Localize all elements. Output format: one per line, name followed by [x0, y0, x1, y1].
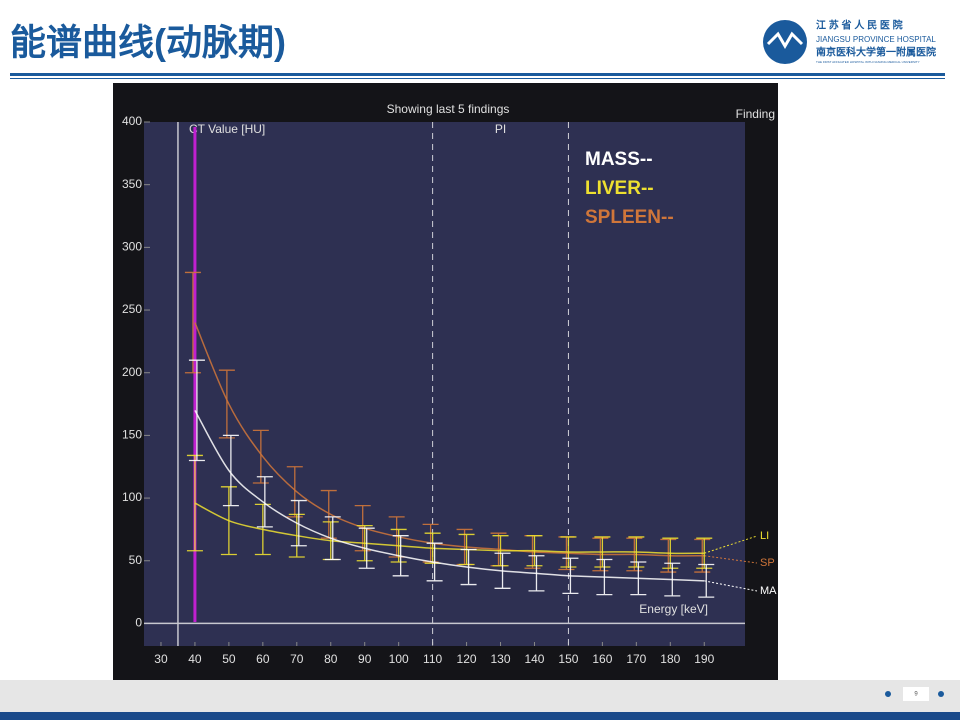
end-connector	[704, 580, 758, 592]
error-bar	[290, 499, 307, 547]
title-rule-thin	[10, 78, 945, 79]
error-bar	[356, 525, 373, 562]
error-bar	[288, 513, 305, 558]
y-axis-label: CT Value [HU]	[189, 122, 265, 136]
legend-entry: SPLEEN--	[585, 207, 674, 228]
error-bar	[494, 552, 511, 589]
legend-entry: LIVER--	[585, 178, 654, 199]
x-tick-label: 30	[154, 652, 168, 666]
y-tick-label: 250	[122, 302, 142, 316]
title-rule	[10, 73, 945, 76]
end-connector	[704, 555, 758, 564]
x-tick-label: 190	[694, 652, 714, 666]
x-tick-label: 170	[626, 652, 646, 666]
y-tick-label: 50	[129, 553, 143, 567]
y-tick-label: 300	[122, 240, 142, 254]
error-bar	[184, 271, 201, 374]
legend-entry: MASS--	[585, 149, 653, 170]
error-bar	[186, 454, 203, 552]
y-tick-label: 150	[122, 428, 142, 442]
error-bar	[222, 434, 239, 507]
y-tick-label: 0	[135, 616, 142, 630]
slide-title: 能谱曲线(动脉期)	[10, 22, 286, 63]
x-axis-label: Energy [keV]	[639, 602, 708, 616]
series-line	[194, 322, 705, 557]
y-tick-label: 400	[122, 114, 142, 128]
error-bar	[562, 557, 579, 594]
end-label: MA	[760, 585, 777, 597]
logo-mark	[766, 31, 804, 49]
error-bar	[526, 535, 543, 567]
region-label: PI	[495, 122, 506, 136]
logo-name-en: JIANGSU PROVINCE HOSPITAL	[816, 35, 936, 44]
x-tick-label: 50	[222, 652, 236, 666]
corner-label: Finding	[736, 107, 775, 121]
error-bar	[460, 548, 477, 586]
error-bar	[560, 536, 577, 568]
series-line	[194, 502, 705, 555]
page-number: 9	[914, 692, 918, 698]
chart: Showing last 5 findings Finding CT Value…	[113, 83, 778, 680]
x-tick-label: 40	[188, 652, 202, 666]
error-bar	[390, 528, 407, 563]
error-bar	[220, 486, 237, 556]
page-number-box	[903, 687, 929, 701]
error-bar	[358, 527, 375, 569]
footer-dot	[938, 691, 944, 697]
error-bar	[392, 535, 409, 577]
footer-dot	[885, 691, 891, 697]
error-bar	[528, 555, 545, 592]
error-bar	[660, 538, 677, 573]
error-bar	[188, 359, 205, 462]
error-bar	[664, 562, 681, 597]
error-bar	[218, 369, 235, 439]
end-label: SP	[760, 557, 775, 569]
x-tick-label: 100	[389, 652, 409, 666]
x-tick-label: 90	[358, 652, 372, 666]
error-bar	[492, 535, 509, 567]
logo-emblem	[763, 20, 807, 64]
chart-title: Showing last 5 findings	[387, 102, 510, 116]
error-bar	[256, 476, 273, 528]
error-bar	[426, 542, 443, 582]
logo-university: 南京医科大学第一附属医院	[816, 46, 936, 59]
error-bar	[286, 466, 303, 518]
error-bar	[252, 429, 269, 484]
x-tick-label: 120	[457, 652, 477, 666]
end-connector	[704, 535, 758, 554]
x-tick-label: 150	[558, 652, 578, 666]
x-tick-label: 70	[290, 652, 304, 666]
error-bar	[596, 558, 613, 596]
footer-band	[0, 680, 960, 712]
logo-name-cn: 江 苏 省 人 民 医 院	[816, 19, 903, 32]
error-bar	[630, 561, 647, 596]
error-bar	[694, 538, 711, 573]
x-tick-label: 140	[524, 652, 544, 666]
y-tick-label: 100	[122, 490, 142, 504]
error-bar	[594, 536, 611, 568]
x-tick-label: 110	[423, 652, 442, 666]
x-tick-label: 130	[491, 652, 511, 666]
y-tick-label: 350	[122, 177, 142, 191]
error-bar	[324, 516, 341, 561]
x-tick-label: 60	[256, 652, 270, 666]
x-tick-label: 180	[660, 652, 680, 666]
x-tick-label: 80	[324, 652, 338, 666]
error-bar	[626, 537, 643, 572]
x-tick-label: 160	[592, 652, 612, 666]
footer-bar	[0, 712, 960, 720]
y-tick-label: 200	[122, 365, 142, 379]
logo-small: THE FIRST AFFILIATED HOSPITAL WITH NANJI…	[816, 60, 920, 64]
end-label: LI	[760, 530, 769, 542]
plot-area	[144, 122, 745, 646]
error-bar	[254, 503, 271, 556]
series-line	[194, 409, 705, 582]
error-bar	[592, 537, 609, 572]
error-bar	[696, 537, 713, 569]
